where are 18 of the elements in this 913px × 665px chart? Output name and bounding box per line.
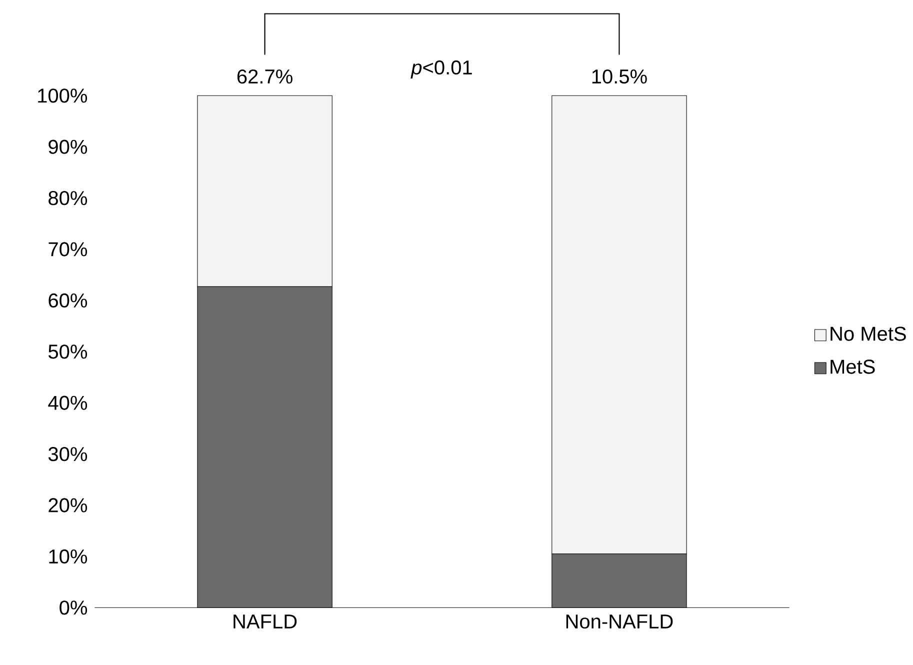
y-tick-label: 80% xyxy=(48,190,88,206)
x-tick-label: NAFLD xyxy=(234,614,297,628)
y-tick-label: 60% xyxy=(48,293,88,308)
y-tick-label: 0% xyxy=(60,600,88,615)
y-tick-label: 10% xyxy=(49,549,88,564)
y-tick-label: 30% xyxy=(48,446,88,462)
y-tick-label: 20% xyxy=(48,498,88,512)
text: p<0.01 xyxy=(410,60,472,78)
x-tick-label: Non-NAFLD xyxy=(566,614,673,629)
legend-label: MetS xyxy=(830,360,875,374)
y-tick-label: 90% xyxy=(48,140,88,154)
annotation: 62.7% xyxy=(237,69,292,84)
y-tick-label: 70% xyxy=(48,242,88,256)
legend-label: No MetS xyxy=(830,326,906,341)
y-tick-label: 100% xyxy=(38,88,88,103)
annotation: 10.5% xyxy=(592,69,647,84)
y-tick-label: 40% xyxy=(48,396,88,410)
y-tick-label: 50% xyxy=(48,344,88,359)
